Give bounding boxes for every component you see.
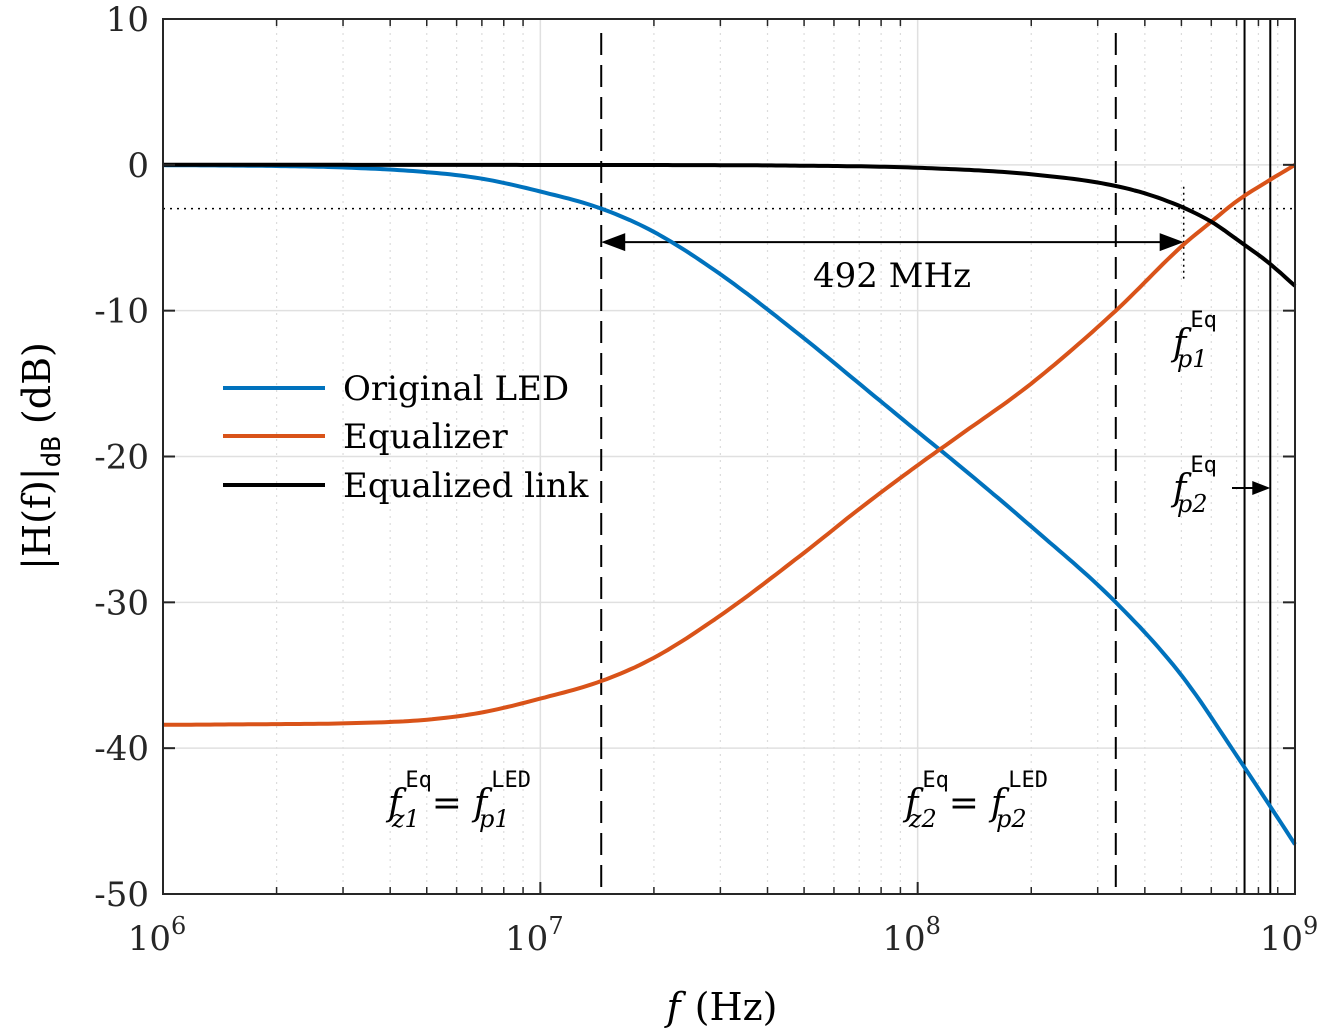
annotation-fz2-equals-fp2led: fEq z2 = fLED p2: [902, 768, 1048, 833]
series-line-equalized-link: [163, 162, 1297, 288]
bandwidth-arrow-head-left: [601, 233, 626, 252]
x-tick-label: 108: [882, 912, 941, 959]
major-grid: [162, 18, 1296, 895]
legend: Original LED Equalizer Equalized link: [223, 369, 589, 506]
legend-label-equalizer: Equalizer: [343, 417, 509, 457]
x-tick-label: 109: [1260, 912, 1319, 959]
bandwidth-arrow-head-right: [1159, 233, 1184, 252]
fp2-pointer-head: [1252, 481, 1271, 495]
annotations: 492 MHz fEq z1 = fLED p1 fEq z2 = fLED p2 fEq p1 …: [385, 256, 1217, 833]
y-tick-label: 0: [127, 146, 149, 186]
x-axis-label: f (Hz): [664, 985, 778, 1029]
y-axis-label: |H(f)|dB(dB): [15, 342, 67, 570]
x-tick-label: 107: [505, 912, 564, 959]
annotation-fz1-equals-fp1led: fEq z1 = fLED p1: [385, 768, 531, 833]
reference-lines: [163, 19, 1295, 894]
axis-ticks: 106 107 108 109 10 0 -10 -20 -30 -40 -50: [94, 0, 1318, 959]
annotation-fp1eq: fEq p1: [1170, 308, 1217, 373]
x-tick-label: 106: [128, 912, 187, 959]
annotation-fp2eq: fEq p2: [1170, 453, 1217, 518]
y-tick-label: -50: [94, 875, 149, 915]
bandwidth-label: 492 MHz: [813, 256, 971, 296]
series-line-equalizer: [163, 163, 1297, 727]
y-tick-label: -40: [94, 729, 149, 769]
y-tick-label: -10: [94, 292, 149, 332]
legend-label-equalized-link: Equalized link: [343, 466, 589, 506]
y-tick-label: -30: [94, 583, 149, 623]
y-tick-label: -20: [94, 438, 149, 478]
series-line-original-led: [162, 163, 1297, 846]
y-tick-label: 10: [106, 0, 149, 40]
series-layer: [162, 162, 1297, 846]
legend-label-original-led: Original LED: [343, 369, 569, 409]
